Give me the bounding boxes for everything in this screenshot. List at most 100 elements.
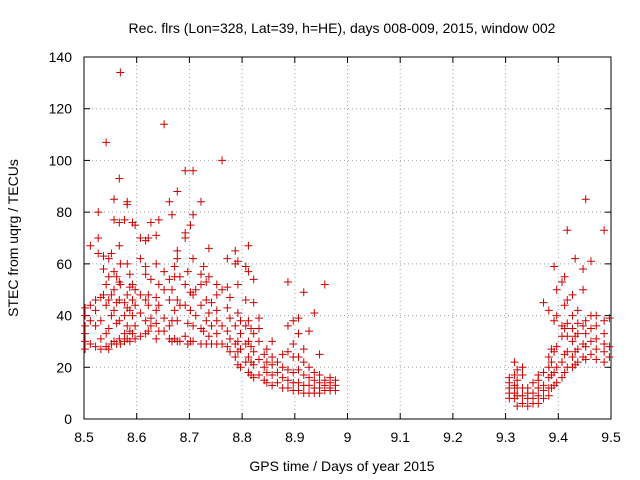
data-point bbox=[247, 324, 256, 333]
chart-title: Rec. flrs (Lon=328, Lat=39, h=HE), days … bbox=[129, 20, 556, 36]
x-axis-label: GPS time / Days of year 2015 bbox=[249, 458, 434, 474]
data-point bbox=[189, 337, 198, 346]
data-point bbox=[573, 329, 582, 338]
data-point bbox=[592, 311, 601, 320]
data-point bbox=[254, 355, 263, 364]
data-point bbox=[110, 195, 119, 204]
data-point bbox=[91, 306, 100, 315]
data-point bbox=[152, 231, 161, 240]
data-point bbox=[283, 347, 292, 356]
data-point bbox=[513, 376, 522, 385]
data-point bbox=[600, 329, 609, 338]
data-point bbox=[563, 332, 572, 341]
data-point bbox=[534, 399, 543, 408]
data-point bbox=[552, 285, 561, 294]
data-point bbox=[168, 210, 177, 219]
data-point bbox=[294, 352, 303, 361]
data-point bbox=[115, 174, 124, 183]
data-point bbox=[244, 241, 253, 250]
data-point bbox=[146, 275, 155, 284]
data-point bbox=[204, 272, 213, 281]
data-point bbox=[563, 319, 572, 328]
data-point bbox=[196, 270, 205, 279]
data-point bbox=[510, 371, 519, 380]
data-point bbox=[131, 221, 140, 230]
data-point bbox=[560, 272, 569, 281]
data-point bbox=[165, 296, 174, 305]
data-point bbox=[128, 296, 137, 305]
data-point bbox=[305, 381, 314, 390]
data-point bbox=[189, 290, 198, 299]
data-point bbox=[212, 329, 221, 338]
data-point bbox=[571, 254, 580, 263]
data-point bbox=[586, 350, 595, 359]
y-tick-label: 140 bbox=[49, 49, 73, 65]
data-point bbox=[294, 386, 303, 395]
data-point bbox=[86, 301, 95, 310]
data-point bbox=[268, 352, 277, 361]
data-point bbox=[152, 334, 161, 343]
data-point bbox=[523, 383, 532, 392]
data-point bbox=[144, 290, 153, 299]
data-point bbox=[605, 314, 614, 323]
data-point bbox=[552, 363, 561, 372]
x-tick-label: 9.4 bbox=[549, 429, 569, 445]
data-point bbox=[123, 321, 132, 330]
data-point bbox=[107, 249, 116, 258]
data-point bbox=[563, 347, 572, 356]
data-point bbox=[104, 345, 113, 354]
data-point bbox=[320, 376, 329, 385]
data-point bbox=[86, 340, 95, 349]
data-point bbox=[175, 272, 184, 281]
data-point bbox=[173, 246, 182, 255]
data-point bbox=[110, 215, 119, 224]
data-point bbox=[160, 120, 169, 129]
data-point bbox=[605, 352, 614, 361]
data-point bbox=[86, 241, 95, 250]
data-point bbox=[586, 257, 595, 266]
data-point bbox=[128, 311, 137, 320]
data-point bbox=[557, 358, 566, 367]
x-tick-label: 9.5 bbox=[601, 429, 621, 445]
data-point bbox=[91, 296, 100, 305]
data-point bbox=[529, 389, 538, 398]
data-point bbox=[136, 254, 145, 263]
data-point bbox=[254, 337, 263, 346]
data-point bbox=[289, 340, 298, 349]
data-point bbox=[186, 306, 195, 315]
data-point bbox=[299, 371, 308, 380]
data-point bbox=[115, 218, 124, 227]
data-point bbox=[110, 267, 119, 276]
data-point bbox=[534, 371, 543, 380]
data-point bbox=[181, 280, 190, 289]
data-point bbox=[141, 316, 150, 325]
data-point bbox=[146, 321, 155, 330]
data-point bbox=[310, 376, 319, 385]
data-point bbox=[294, 378, 303, 387]
data-point bbox=[191, 285, 200, 294]
data-point bbox=[104, 324, 113, 333]
data-point bbox=[579, 321, 588, 330]
data-point bbox=[233, 257, 242, 266]
data-point bbox=[299, 358, 308, 367]
data-point bbox=[529, 378, 538, 387]
data-point bbox=[141, 270, 150, 279]
data-point bbox=[550, 316, 559, 325]
data-point bbox=[283, 383, 292, 392]
data-point bbox=[254, 371, 263, 380]
data-point bbox=[236, 363, 245, 372]
data-point bbox=[218, 321, 227, 330]
x-tick-labels: 8.5 8.6 8.7 8.8 8.9 9 9.1 9.2 9.3 9.4 9.5 bbox=[74, 429, 621, 445]
y-tick-label: 0 bbox=[64, 411, 72, 427]
data-point bbox=[568, 324, 577, 333]
data-point bbox=[289, 368, 298, 377]
data-point bbox=[236, 316, 245, 325]
data-point bbox=[115, 296, 124, 305]
data-point bbox=[128, 329, 137, 338]
x-tick-label: 9.1 bbox=[390, 429, 410, 445]
data-point bbox=[268, 381, 277, 390]
data-point bbox=[592, 345, 601, 354]
data-point bbox=[96, 345, 105, 354]
y-tick-label: 120 bbox=[49, 101, 73, 117]
data-point bbox=[189, 210, 198, 219]
